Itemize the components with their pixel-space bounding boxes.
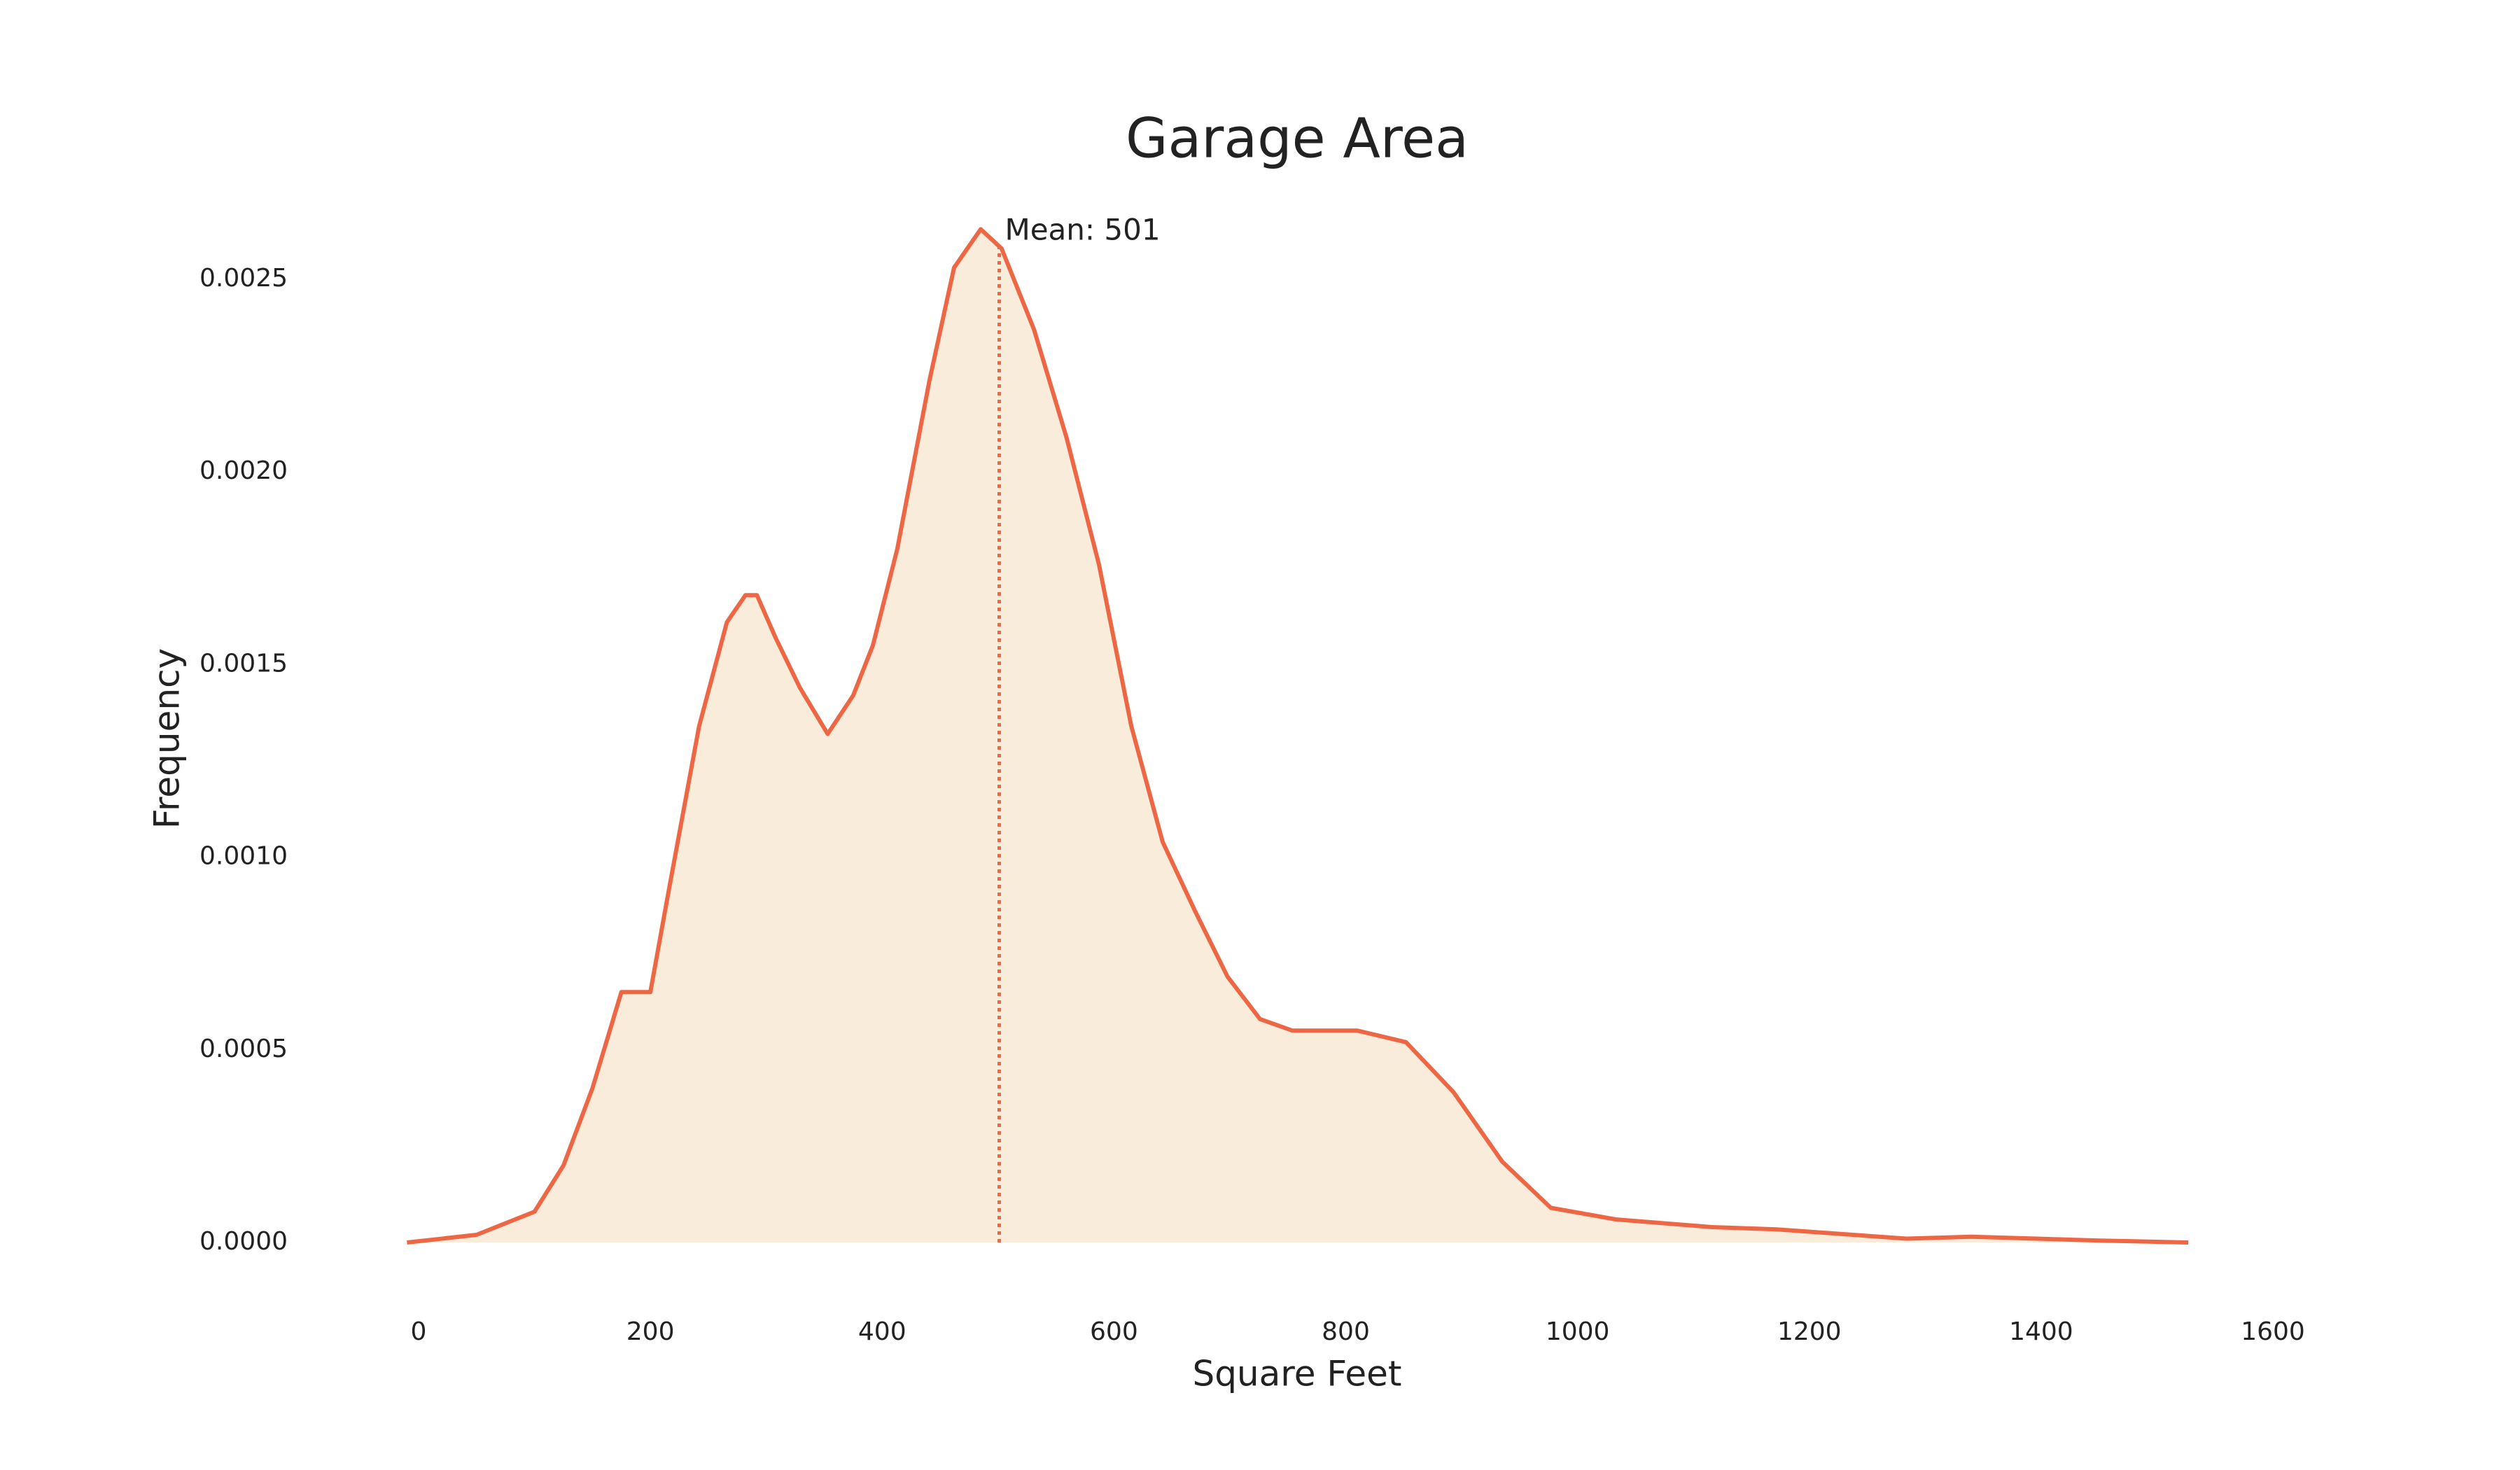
area-fill (407, 229, 2189, 1242)
x-tick-label: 1600 (2241, 1317, 2305, 1346)
chart-title: Garage Area (1126, 107, 1469, 170)
density-line (407, 227, 2189, 1245)
x-tick-label: 400 (858, 1317, 906, 1346)
x-tick-label: 600 (1090, 1317, 1138, 1346)
y-tick-label: 0.0015 (200, 649, 288, 678)
y-tick-label: 0.0025 (200, 264, 288, 293)
x-tick-label: 1000 (1546, 1317, 1610, 1346)
mean-annotation: Mean: 501 (1004, 213, 1160, 247)
x-axis-label: Square Feet (1192, 1354, 1401, 1394)
y-tick-label: 0.0005 (200, 1035, 288, 1063)
x-tick-label: 0 (411, 1317, 427, 1346)
x-tick-label: 800 (1322, 1317, 1370, 1346)
y-axis-label: Frequency (147, 648, 188, 829)
y-tick-label: 0.0010 (200, 842, 288, 871)
x-tick-label: 200 (626, 1317, 675, 1346)
y-tick-label: 0.0020 (200, 456, 288, 485)
x-tick-label: 1400 (2009, 1317, 2073, 1346)
y-tick-label: 0.0000 (200, 1227, 288, 1256)
x-tick-label: 1200 (1777, 1317, 1842, 1346)
